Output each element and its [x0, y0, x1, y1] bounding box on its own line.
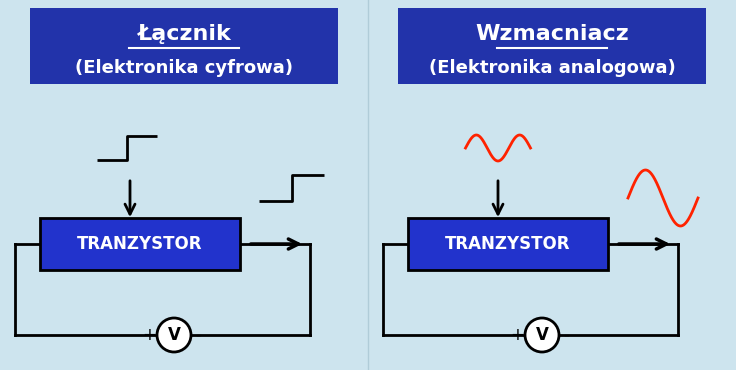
- Text: -: -: [563, 326, 569, 344]
- Text: -: -: [195, 326, 201, 344]
- Bar: [408, 218, 608, 270]
- Text: V: V: [168, 326, 180, 344]
- Circle shape: [157, 318, 191, 352]
- Bar: [30, 8, 338, 84]
- Text: +: +: [510, 326, 524, 344]
- Text: Wzmacniacz: Wzmacniacz: [475, 24, 629, 44]
- Text: Łącznik: Łącznik: [137, 24, 231, 44]
- Text: TRANZYSTOR: TRANZYSTOR: [77, 235, 202, 253]
- Text: (Elektronika analogowa): (Elektronika analogowa): [428, 59, 676, 77]
- Bar: [40, 218, 240, 270]
- Text: V: V: [536, 326, 548, 344]
- Circle shape: [525, 318, 559, 352]
- Text: TRANZYSTOR: TRANZYSTOR: [445, 235, 570, 253]
- Text: +: +: [142, 326, 156, 344]
- Bar: [398, 8, 706, 84]
- Text: (Elektronika cyfrowa): (Elektronika cyfrowa): [75, 59, 293, 77]
